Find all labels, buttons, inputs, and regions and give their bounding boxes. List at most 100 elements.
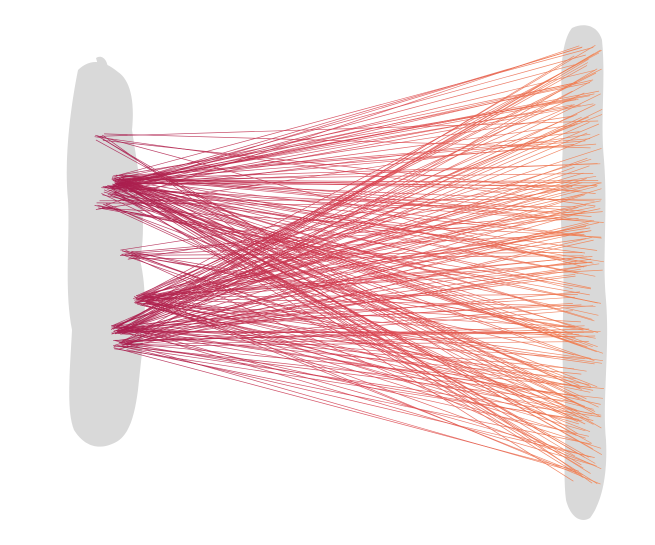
connection-line: [99, 198, 602, 202]
connection-line: [114, 103, 594, 192]
connection-line: [104, 124, 575, 188]
connection-line: [119, 178, 586, 237]
connection-line: [101, 207, 602, 238]
connection-line: [114, 47, 594, 177]
connection-line: [121, 174, 577, 263]
connection-line: [118, 93, 595, 184]
connection-line: [116, 263, 600, 333]
connection-line: [112, 144, 575, 188]
connection-line: [128, 255, 584, 260]
connection-line: [134, 204, 587, 301]
connection-line: [102, 90, 600, 189]
connection-line: [119, 342, 583, 422]
connection-line: [113, 185, 589, 458]
connection-line: [144, 302, 587, 372]
connection-line: [121, 82, 577, 178]
connection-line: [117, 303, 573, 332]
connection-line: [118, 236, 593, 350]
connection-line: [118, 90, 573, 327]
connection-line: [98, 207, 590, 296]
connection-line: [107, 193, 574, 356]
connection-line: [126, 345, 575, 403]
connection-line: [113, 93, 601, 333]
connection-line: [94, 205, 601, 304]
connection-line: [146, 49, 602, 306]
connection-line: [105, 202, 574, 419]
connection-line: [135, 200, 601, 299]
connection-line: [119, 80, 592, 344]
connection-line: [102, 203, 578, 423]
connection-line: [139, 304, 601, 405]
connection-line: [106, 64, 575, 190]
connection-line: [121, 345, 603, 399]
connection-line: [114, 163, 598, 185]
connection-line: [110, 62, 588, 331]
connection-line: [143, 113, 578, 299]
connection-line: [113, 183, 582, 466]
connection-line: [136, 294, 604, 362]
connection-line: [115, 341, 589, 347]
connection-line: [114, 182, 596, 464]
connection-line: [123, 326, 592, 458]
connection-lines: [94, 44, 604, 485]
connection-line: [121, 250, 577, 411]
connection-line: [128, 254, 596, 339]
connection-line: [96, 202, 576, 208]
connection-line: [135, 256, 587, 303]
connection-line: [120, 177, 585, 222]
connection-line: [121, 335, 596, 346]
connection-line: [119, 252, 583, 256]
connection-line: [112, 183, 584, 478]
connection-line: [111, 332, 577, 379]
connection-line: [110, 82, 577, 188]
connection-line: [123, 305, 594, 344]
connection-line: [113, 347, 579, 472]
connection-line: [112, 65, 588, 330]
connection-line: [118, 342, 604, 389]
connection-line: [123, 331, 589, 437]
connection-line: [120, 104, 581, 183]
connection-line: [141, 298, 586, 439]
connection-line: [113, 178, 587, 326]
connection-line: [143, 294, 601, 485]
connection-line: [142, 303, 576, 328]
connection-line: [114, 348, 580, 420]
connection-line: [124, 310, 573, 346]
connection-line: [97, 204, 599, 316]
connection-line: [120, 291, 581, 335]
connection-line: [118, 182, 598, 187]
connection-line: [127, 184, 597, 260]
connection-line: [136, 297, 603, 364]
connection-line: [122, 206, 579, 341]
connection-line: [111, 123, 600, 329]
connection-line: [103, 204, 592, 387]
connection-line: [114, 192, 596, 412]
connection-line: [114, 258, 592, 332]
connection-line: [113, 345, 602, 418]
connection-line: [135, 302, 576, 338]
connection-line: [125, 210, 587, 344]
connection-line: [103, 191, 599, 334]
connection-line: [136, 303, 594, 421]
connection-line: [122, 222, 589, 346]
connection-line: [113, 133, 600, 332]
connection-line: [105, 45, 580, 206]
connection-line: [117, 53, 595, 333]
connection-line: [120, 327, 575, 370]
connection-line: [120, 108, 603, 344]
connection-line: [121, 265, 587, 345]
connection-line: [119, 230, 591, 334]
connection-line: [122, 331, 580, 335]
connection-line: [111, 157, 588, 328]
connection-line: [144, 148, 602, 297]
connection-line: [110, 104, 573, 190]
connection-line: [117, 44, 596, 328]
connection-line: [123, 68, 598, 349]
right-node-cluster: [560, 25, 608, 520]
connection-line: [112, 188, 594, 264]
connection-line: [113, 330, 585, 334]
connection-line: [123, 188, 602, 334]
connection-line: [95, 133, 591, 210]
connection-line: [140, 52, 600, 296]
